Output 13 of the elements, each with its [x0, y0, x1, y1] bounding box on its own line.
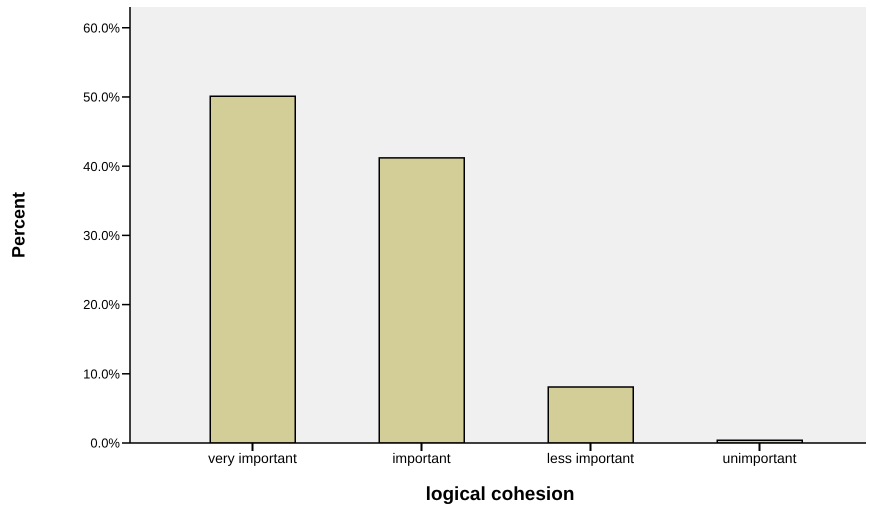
y-tick-label: 60.0%: [83, 20, 120, 36]
y-tick-label: 20.0%: [83, 297, 120, 312]
x-tick-label: very important: [208, 450, 297, 466]
y-tick-label: 40.0%: [83, 158, 120, 174]
x-tick-label: unimportant: [722, 450, 797, 466]
y-tick-label: 30.0%: [83, 228, 120, 243]
x-tick-label: less important: [546, 450, 634, 466]
x-axis-title: logical cohesion: [426, 484, 574, 505]
y-tick-label: 50.0%: [83, 90, 120, 105]
y-tick-label: 10.0%: [83, 366, 120, 382]
y-tick-label: 0.0%: [90, 436, 120, 451]
y-axis-title: Percent: [8, 192, 28, 258]
x-tick-label: important: [392, 450, 451, 466]
